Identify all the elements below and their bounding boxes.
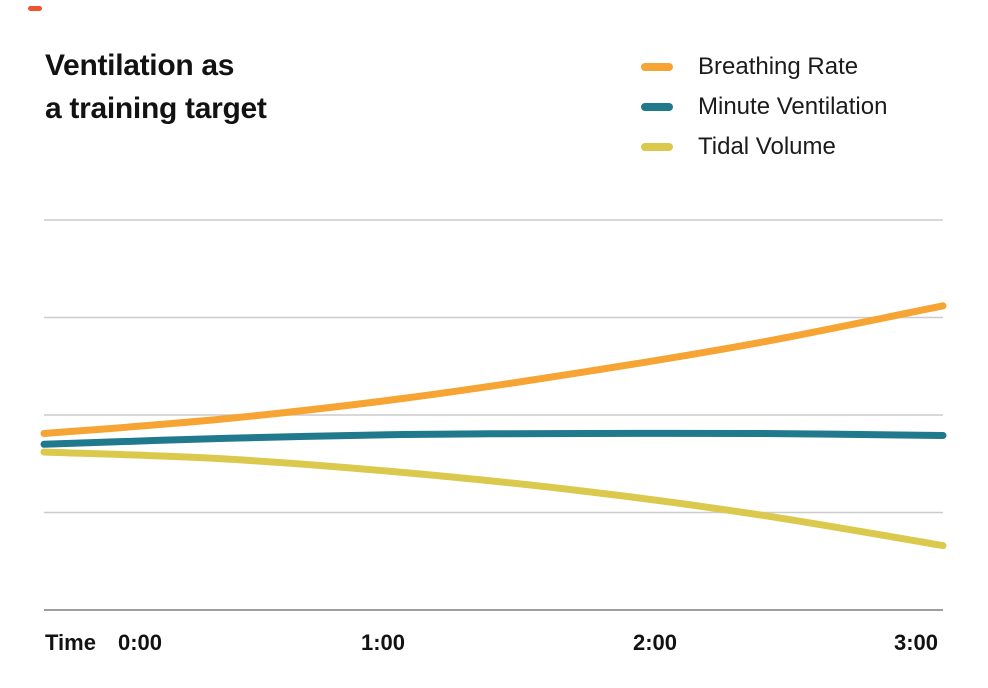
breathing-rate-swatch-icon xyxy=(641,63,673,71)
x-tick-1: 1:00 xyxy=(360,630,406,655)
page-title: Ventilation as a training target xyxy=(45,44,267,130)
x-tick-2: 2:00 xyxy=(632,630,678,655)
legend-item-tidal-volume: Tidal Volume xyxy=(641,127,887,167)
series-line-breathing-rate xyxy=(40,302,947,437)
x-axis-labels: Time 0:00 1:00 2:00 3:00 xyxy=(0,631,988,657)
x-tick-0: 0:00 xyxy=(117,630,163,655)
legend: Breathing Rate Minute Ventilation Tidal … xyxy=(641,47,887,167)
legend-label: Minute Ventilation xyxy=(698,93,888,120)
series-line-minute-ventilation xyxy=(40,429,947,448)
accent-dash-icon xyxy=(28,6,42,11)
legend-item-breathing-rate: Breathing Rate xyxy=(641,47,887,87)
legend-label: Tidal Volume xyxy=(698,133,836,160)
page-title-line2: a training target xyxy=(45,92,267,125)
x-tick-3: 3:00 xyxy=(893,630,939,655)
page-title-line1: Ventilation as xyxy=(45,49,235,82)
x-axis-title: Time xyxy=(45,630,96,655)
minute-ventilation-swatch-icon xyxy=(641,103,673,111)
series-line-tidal-volume xyxy=(40,448,947,550)
tidal-volume-swatch-icon xyxy=(641,143,673,151)
legend-label: Breathing Rate xyxy=(698,53,859,80)
legend-item-minute-ventilation: Minute Ventilation xyxy=(641,87,887,127)
